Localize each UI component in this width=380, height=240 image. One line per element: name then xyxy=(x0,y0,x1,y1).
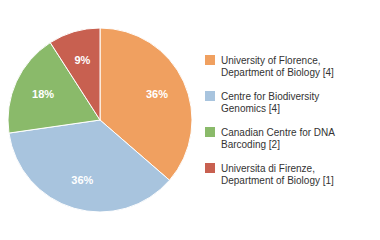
legend-label-line: Canadian Centre for DNA xyxy=(221,127,335,138)
legend-item: Universita di Firenze,Department of Biol… xyxy=(205,163,334,186)
legend-item: Canadian Centre for DNABarcoding [2] xyxy=(205,127,335,150)
legend-label-line: Genomics [4] xyxy=(221,103,280,114)
data-label: 18% xyxy=(32,88,54,100)
legend-label: Centre for BiodiversityGenomics [4] xyxy=(221,91,319,114)
pie-slice xyxy=(50,28,100,120)
legend-label-line: Universita di Firenze, xyxy=(221,163,315,174)
legend-label: Canadian Centre for DNABarcoding [2] xyxy=(221,127,335,150)
legend-label: University of Florence,Department of Bio… xyxy=(221,55,334,78)
data-label: 9% xyxy=(74,54,90,66)
legend: University of Florence,Department of Bio… xyxy=(205,55,335,186)
data-labels: 36% 36% 18% 9% xyxy=(32,54,168,186)
chart: 36%36%18%9%University of Florence,Depart… xyxy=(0,0,380,240)
legend-item: University of Florence,Department of Bio… xyxy=(205,55,334,78)
legend-swatch xyxy=(205,127,215,137)
legend-label: Universita di Firenze,Department of Biol… xyxy=(221,163,334,186)
legend-swatch xyxy=(205,163,215,173)
legend-label-line: University of Florence, xyxy=(221,55,320,66)
legend-item: Centre for BiodiversityGenomics [4] xyxy=(205,91,319,114)
legend-label-line: Department of Biology [1] xyxy=(221,175,334,186)
legend-label-line: Department of Biology [4] xyxy=(221,67,334,78)
pie xyxy=(8,28,192,212)
data-label: 36% xyxy=(146,88,168,100)
legend-label-line: Barcoding [2] xyxy=(221,139,280,150)
legend-swatch xyxy=(205,91,215,101)
legend-label-line: Centre for Biodiversity xyxy=(221,91,319,102)
data-label: 36% xyxy=(71,174,93,186)
legend-swatch xyxy=(205,55,215,65)
pie-slice xyxy=(9,120,170,212)
